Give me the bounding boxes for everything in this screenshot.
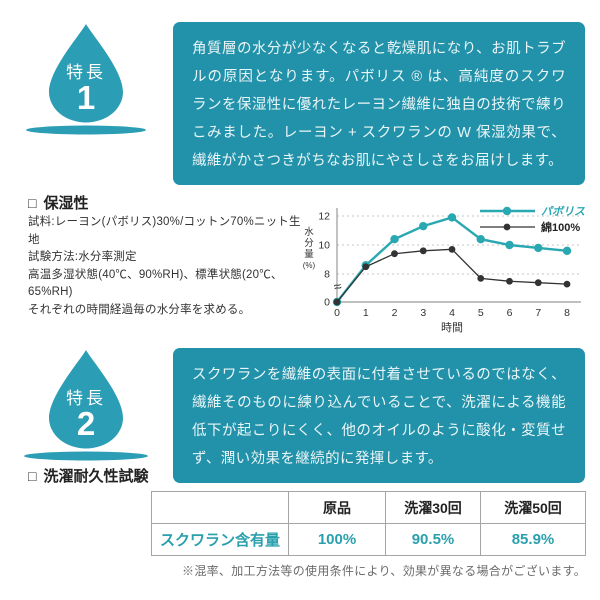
- value-original: 100%: [288, 523, 386, 556]
- feature2-number: 2: [76, 405, 96, 442]
- data-point: [333, 298, 341, 306]
- header-cell-wash50: 洗濯50回: [480, 491, 586, 524]
- feature2-textbox: スクワランを繊維の表面に付着させているのではなく、繊維そのものに練り込んでいるこ…: [173, 348, 585, 483]
- data-point: [476, 235, 485, 244]
- header-cell-original: 原品: [288, 491, 386, 524]
- y-tick-label: 10: [318, 240, 330, 252]
- header-cell-wash30: 洗濯30回: [385, 491, 481, 524]
- x-tick-label: 5: [478, 307, 484, 319]
- y-tick-label: 12: [318, 211, 330, 223]
- disclaimer-footnote: ※混率、加工方法等の使用条件により、効果が異なる場合がございます。: [182, 564, 586, 578]
- feature1-label: 特長: [66, 63, 106, 83]
- drop-shadow: [26, 125, 146, 135]
- legend-label: 綿100%: [541, 220, 580, 234]
- feature2-badge: 特長 2: [16, 348, 156, 466]
- x-tick-label: 6: [507, 307, 513, 319]
- data-point: [419, 247, 427, 255]
- legend-marker: [503, 223, 511, 231]
- y-tick-label: 8: [324, 269, 330, 281]
- drop-shape: [49, 24, 123, 123]
- data-point: [534, 243, 543, 253]
- x-tick-label: 3: [420, 307, 426, 319]
- feature1-number: 1: [76, 79, 96, 116]
- chart-y-axis-label: 水分量 (%): [302, 227, 316, 270]
- checkbox-square-icon: □: [28, 467, 37, 484]
- data-point: [477, 274, 485, 282]
- data-point: [390, 235, 399, 244]
- moisture-section-heading: □ 保湿性: [28, 192, 88, 213]
- feature2-label: 特長: [66, 389, 106, 409]
- moisture-chart: 0 8 10 12 ≈0 1 2 3 4 5 6 7 8 時間 パボリス 綿100%: [295, 194, 597, 340]
- data-point: [563, 280, 571, 288]
- test-description-line: 試料:レーヨン(パボリス)30%/コットン70%ニット生地: [28, 216, 301, 246]
- data-point: [505, 240, 514, 250]
- drop-shape: [49, 350, 123, 449]
- x-tick-label: 7: [535, 307, 541, 319]
- checkbox-square-icon: □: [28, 194, 37, 211]
- header-cell-empty: [151, 491, 289, 524]
- data-point: [448, 245, 456, 253]
- feature1-badge: 特長 1: [16, 22, 156, 140]
- x-axis-label: 時間: [441, 321, 463, 334]
- axis-break-icon: ≈: [332, 277, 344, 294]
- legend-label: パボリス: [541, 205, 585, 218]
- data-point: [362, 263, 370, 271]
- test-description: 試料:レーヨン(パボリス)30%/コットン70%ニット生地 試験方法:水分率測定…: [28, 214, 308, 319]
- data-point: [447, 213, 457, 222]
- moisture-heading-text: 保湿性: [43, 195, 89, 212]
- wash-section-heading: □ 洗濯耐久性試験: [28, 465, 148, 486]
- feature1-textbox: 角質層の水分が少なくなると乾燥肌になり、お肌トラブルの原因となります。パボリス …: [173, 22, 585, 185]
- wash-heading-text: 洗濯耐久性試験: [43, 468, 149, 485]
- legend-marker: [502, 206, 512, 216]
- x-tick-label: 1: [363, 307, 369, 319]
- value-wash30: 90.5%: [385, 523, 481, 556]
- x-tick-label: 4: [449, 307, 455, 319]
- data-point: [506, 277, 513, 285]
- x-tick-label: 0: [334, 307, 340, 319]
- data-point: [562, 246, 572, 255]
- table-row: スクワラン含有量 100% 90.5% 85.9%: [151, 523, 586, 556]
- drop-shadow: [24, 451, 148, 461]
- series-line-0: [336, 216, 568, 303]
- durability-table: 原品 洗濯30回 洗濯50回 スクワラン含有量 100% 90.5% 85.9%: [151, 491, 586, 556]
- value-wash50: 85.9%: [480, 523, 586, 556]
- data-point: [391, 250, 398, 258]
- table-header-row: 原品 洗濯30回 洗濯50回: [151, 491, 586, 524]
- data-point: [534, 279, 542, 287]
- water-drop-icon: [26, 24, 146, 135]
- row-label-squalane-content: スクワラン含有量: [151, 523, 289, 556]
- x-tick-label: 8: [564, 307, 570, 319]
- y-tick-label: 0: [324, 297, 330, 309]
- test-description-line: 高温多湿状態(40℃、90%RH)、標準状態(20℃、65%RH): [28, 268, 283, 299]
- series-line-1: [336, 248, 568, 303]
- test-description-line: それぞれの時間経過毎の水分率を求める。: [28, 303, 251, 316]
- x-tick-label: 2: [392, 307, 398, 319]
- data-point: [419, 221, 428, 231]
- test-description-line: 試験方法:水分率測定: [28, 251, 137, 263]
- water-drop-icon: [24, 350, 148, 461]
